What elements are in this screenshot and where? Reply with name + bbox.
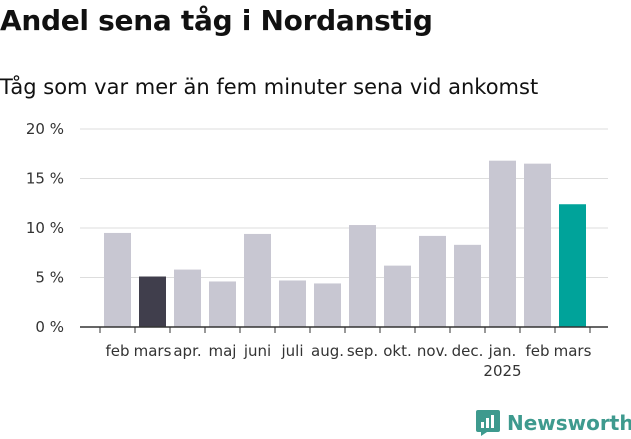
chart-subtitle: Tåg som var mer än fem minuter sena vid … — [0, 75, 539, 99]
newsworthy-logo: Newsworthy — [475, 408, 631, 438]
x-tick-label: juni — [243, 342, 271, 360]
x-tick-label: dec. — [452, 342, 484, 360]
x-tick-label: okt. — [383, 342, 412, 360]
bar-3 — [209, 281, 236, 327]
bar-8 — [384, 265, 411, 327]
x-tick-label: sep. — [347, 342, 378, 360]
bar-4 — [244, 233, 271, 327]
brand-name: Newsworthy — [507, 411, 631, 435]
y-tick-label: 5 % — [35, 269, 64, 287]
bar-12 — [524, 163, 551, 327]
x-tick-label: jan. — [488, 342, 517, 360]
x-tick-label: mars — [134, 342, 172, 360]
bar-0 — [104, 232, 131, 327]
y-tick-label: 10 % — [26, 219, 64, 237]
bar-10 — [454, 244, 481, 327]
bar-11 — [489, 160, 516, 327]
x-tick-label: maj — [209, 342, 237, 360]
bar-6 — [314, 283, 341, 327]
y-tick-label: 15 % — [26, 170, 64, 188]
bar-7 — [349, 225, 376, 327]
chart-title: Andel sena tåg i Nordanstig — [0, 4, 433, 37]
x-tick-label: feb — [525, 342, 549, 360]
bar-1 — [139, 276, 166, 327]
y-tick-label: 0 % — [35, 318, 64, 336]
x-tick-label: juli — [280, 342, 303, 360]
bar-2 — [174, 269, 201, 327]
bar-5 — [279, 280, 306, 327]
bar-13 — [559, 204, 586, 327]
x-tick-label: aug. — [311, 342, 344, 360]
newsworthy-icon — [476, 410, 500, 436]
year-label: 2025 — [483, 362, 521, 380]
bar-9 — [419, 235, 446, 327]
x-tick-label: mars — [554, 342, 592, 360]
x-tick-label: apr. — [173, 342, 201, 360]
y-tick-label: 20 % — [26, 120, 64, 138]
x-tick-label: feb — [105, 342, 129, 360]
x-tick-label: nov. — [417, 342, 448, 360]
